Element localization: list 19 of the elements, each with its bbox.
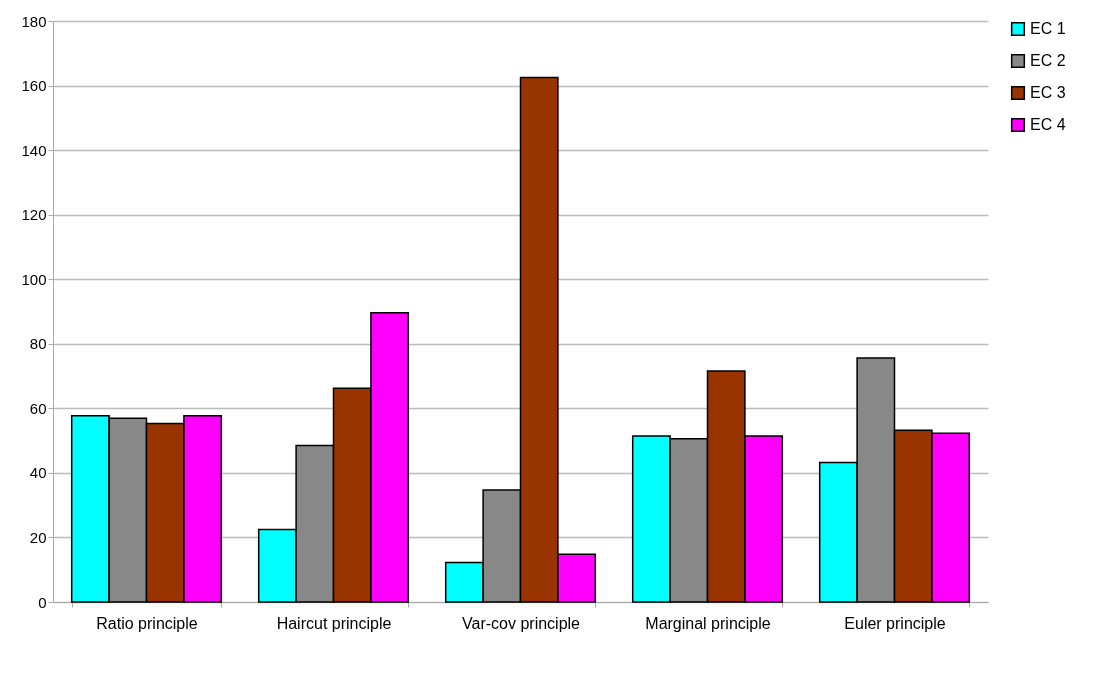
- y-tick-label: 20: [29, 528, 47, 546]
- legend-label: EC 3: [1030, 84, 1066, 101]
- legend-label: EC 1: [1030, 20, 1066, 37]
- legend-label: EC 4: [1030, 116, 1066, 133]
- x-tick-label: Ratio principle: [96, 614, 198, 632]
- x-tick-label: Var-cov principle: [462, 614, 581, 632]
- legend-label: EC 2: [1030, 52, 1066, 69]
- x-tick-label: Euler principle: [844, 614, 946, 632]
- y-tick-label: 180: [21, 12, 47, 30]
- y-tick-label: 160: [21, 77, 47, 95]
- y-tick-label: 40: [29, 464, 47, 482]
- y-tick-label: 60: [29, 399, 47, 417]
- x-tick-label: Marginal principle: [645, 614, 771, 632]
- y-tick-label: 120: [21, 206, 47, 224]
- y-tick-label: 100: [21, 270, 47, 288]
- y-tick-label: 140: [21, 141, 47, 159]
- y-tick-label: 80: [29, 335, 47, 353]
- y-tick-label: 0: [38, 593, 47, 611]
- x-tick-label: Haircut principle: [276, 614, 392, 632]
